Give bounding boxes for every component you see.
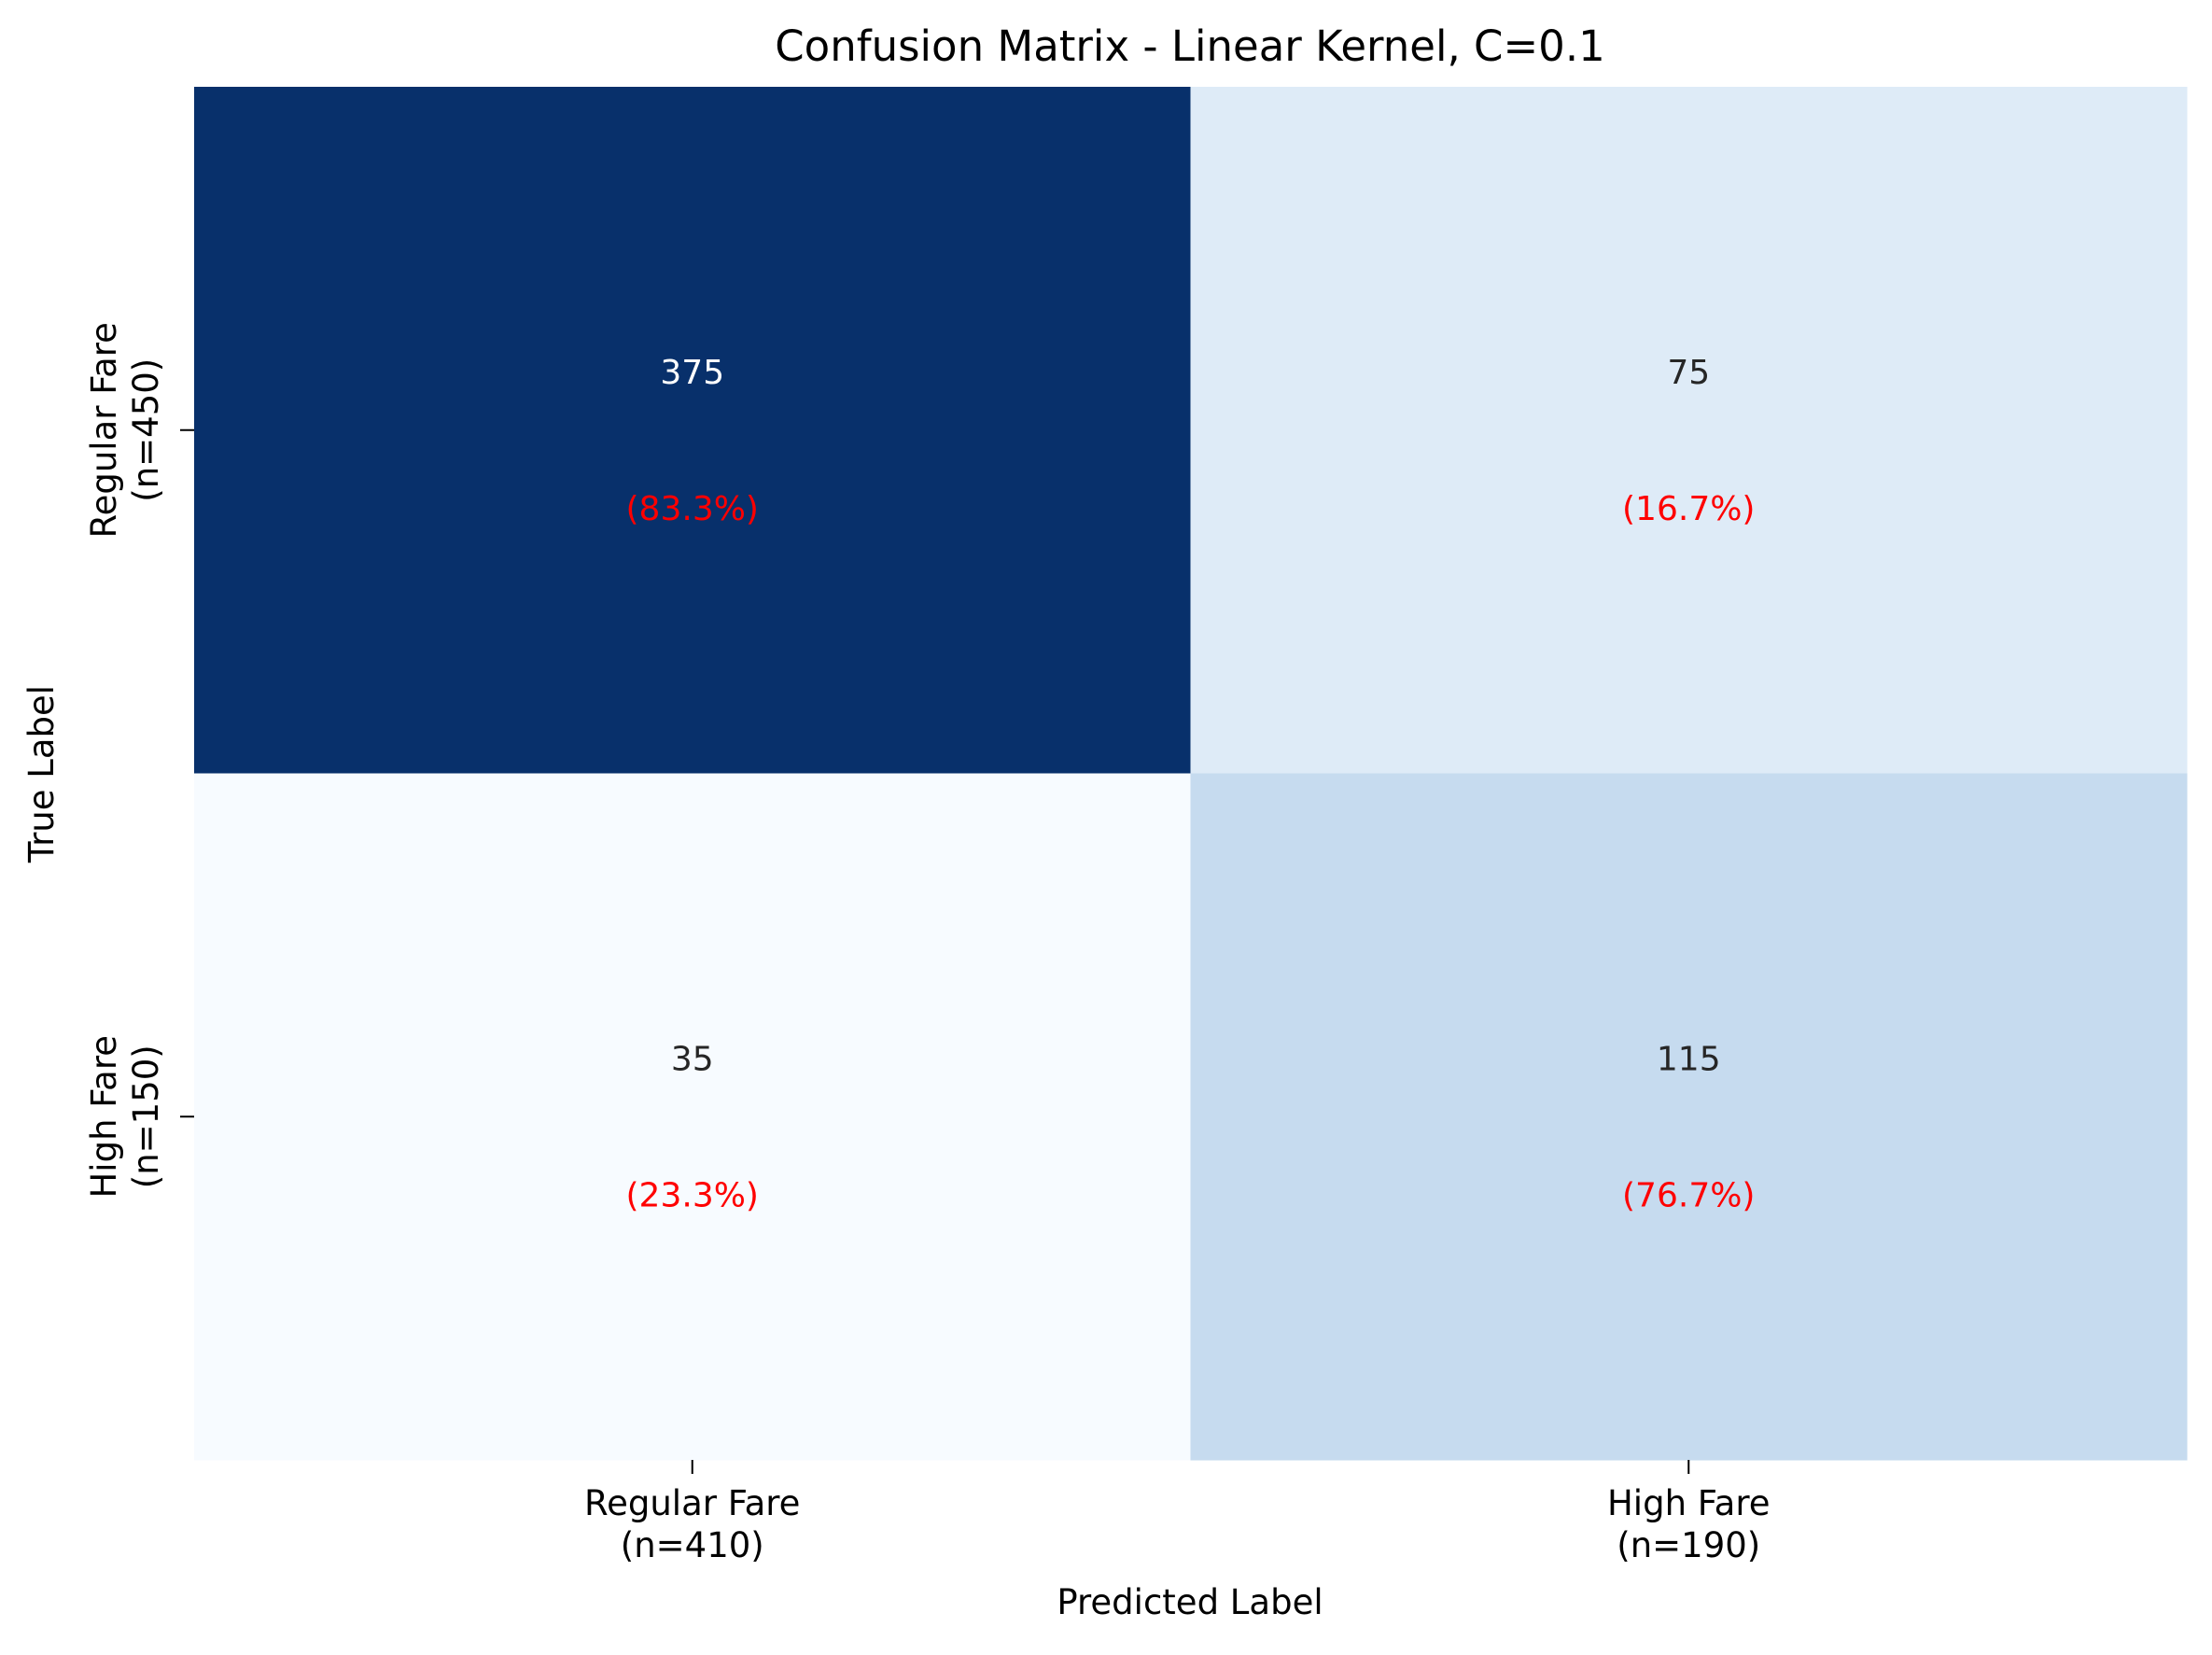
chart-title: Confusion Matrix - Linear Kernel, C=0.1 bbox=[775, 21, 1605, 71]
cell-count-label-0-0: 375 bbox=[660, 354, 724, 392]
x-tick-label-1-line-0: High Fare bbox=[1607, 1483, 1771, 1523]
heatmap-cell-0-1 bbox=[1190, 87, 2188, 774]
heatmap-cell-0-0 bbox=[194, 87, 1191, 774]
cell-percent-label-0-0: (83.3%) bbox=[626, 490, 759, 528]
y-tick-label-1-line-0: High Fare bbox=[84, 1035, 124, 1199]
x-tick-label-0-line-0: Regular Fare bbox=[584, 1483, 800, 1523]
x-tick-label-1-line-1: (n=190) bbox=[1617, 1525, 1760, 1565]
x-tick-label-0-line-1: (n=410) bbox=[621, 1525, 764, 1565]
cell-percent-label-1-0: (23.3%) bbox=[626, 1176, 759, 1214]
x-axis-label: Predicted Label bbox=[1057, 1582, 1323, 1622]
heatmap-cell-1-1 bbox=[1190, 773, 2188, 1461]
y-tick-label-1-line-1: (n=150) bbox=[126, 1045, 166, 1188]
heatmap-cell-1-0 bbox=[194, 773, 1191, 1461]
cell-percent-label-0-1: (16.7%) bbox=[1622, 490, 1755, 528]
cell-count-label-1-0: 35 bbox=[671, 1040, 714, 1078]
axis-ticks: Regular Fare(n=410)High Fare(n=190)Regul… bbox=[84, 322, 1771, 1565]
cell-count-label-1-1: 115 bbox=[1657, 1040, 1721, 1078]
heatmap-cells: 375 (83.3%) 75 (16.7%) 35 (23.3%) 115 (76.7%) bbox=[194, 87, 2188, 1461]
y-tick-label-0-line-1: (n=450) bbox=[126, 358, 166, 502]
y-axis-label: True Label bbox=[21, 685, 62, 863]
y-tick-label-0-line-0: Regular Fare bbox=[84, 322, 124, 538]
cell-percent-label-1-1: (76.7%) bbox=[1622, 1176, 1755, 1214]
cell-count-label-0-1: 75 bbox=[1667, 354, 1710, 392]
